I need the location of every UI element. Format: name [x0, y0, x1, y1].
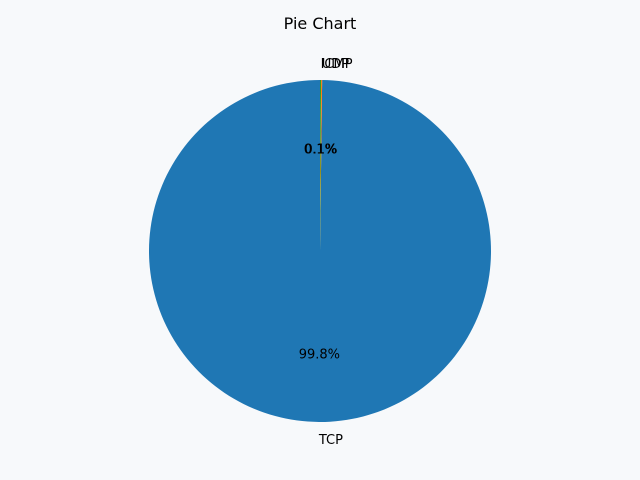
slice-pct-tcp: 99.8%	[299, 348, 340, 363]
pie-slice-udp	[320, 80, 323, 251]
chart-title: Pie Chart	[284, 14, 357, 33]
slice-label-icmp: ICMP	[321, 57, 353, 72]
slice-pct-icmp: 0.1%	[304, 142, 337, 157]
slice-label-tcp: TCP	[318, 433, 343, 448]
slice-label-udp: UDP	[322, 57, 350, 72]
pie-slice-tcp	[148, 79, 491, 422]
pie-slice-icmp	[320, 80, 322, 251]
slice-pct-udp: 0.1%	[304, 142, 337, 157]
pie-slices	[148, 79, 491, 422]
